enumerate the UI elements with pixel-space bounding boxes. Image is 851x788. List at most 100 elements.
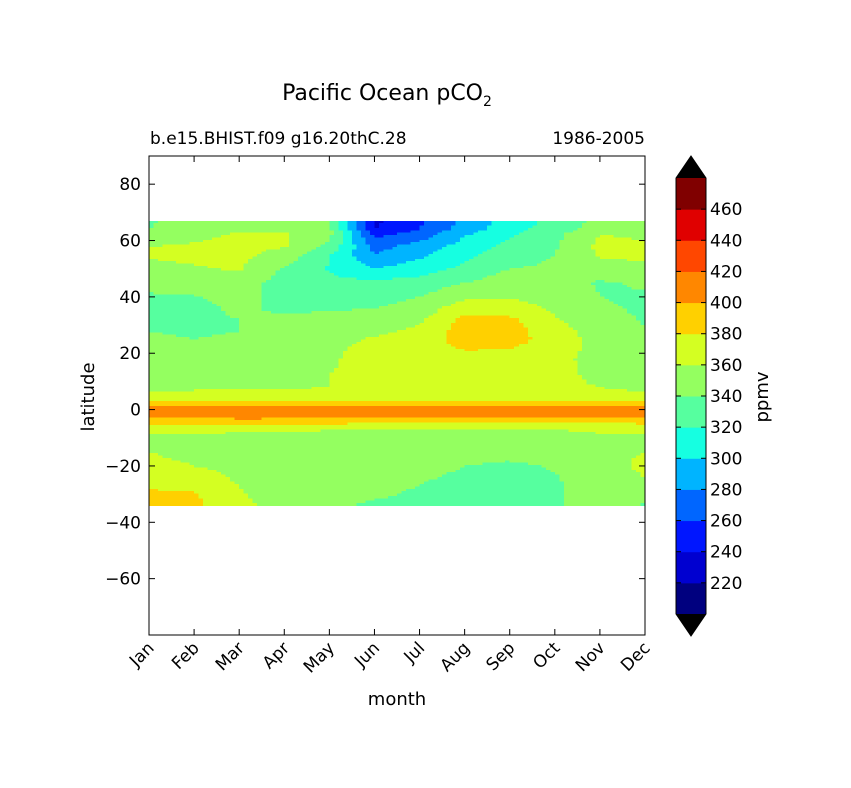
- contour-cell: [230, 322, 236, 326]
- contour-cell: [158, 410, 164, 414]
- contour-cell: [203, 346, 209, 350]
- contour-cell: [243, 268, 249, 272]
- contour-cell: [194, 282, 200, 286]
- contour-cell: [252, 348, 258, 352]
- contour-cell: [185, 484, 191, 488]
- contour-cell: [257, 315, 263, 319]
- contour-cell: [239, 329, 245, 333]
- contour-cell: [234, 358, 240, 362]
- contour-cell: [203, 377, 209, 381]
- contour-cell: [198, 367, 204, 371]
- contour-cell: [230, 448, 236, 452]
- contour-cell: [257, 460, 263, 464]
- contour-cell: [257, 239, 263, 243]
- contour-cell: [167, 220, 173, 224]
- contour-cell: [261, 244, 267, 248]
- contour-cell: [189, 429, 195, 433]
- contour-cell: [185, 227, 191, 231]
- contour-cell: [185, 254, 191, 257]
- contour-cell: [221, 310, 227, 314]
- contour-cell: [198, 448, 204, 452]
- contour-cell: [239, 296, 245, 300]
- contour-cell: [185, 422, 191, 426]
- contour-cell: [162, 329, 168, 333]
- contour-cell: [284, 327, 290, 331]
- contour-cell: [153, 265, 159, 269]
- contour-cell: [261, 296, 267, 300]
- contour-cell: [275, 370, 281, 374]
- contour-cell: [158, 377, 164, 381]
- contour-cell: [189, 498, 195, 502]
- contour-cell: [252, 258, 258, 262]
- contour-cell: [198, 261, 204, 265]
- contour-cell: [243, 422, 249, 426]
- contour-cell: [171, 351, 177, 355]
- contour-cell: [288, 334, 294, 338]
- contour-cell: [275, 280, 281, 284]
- contour-cell: [180, 453, 186, 457]
- contour-cell: [288, 235, 294, 238]
- contour-cell: [149, 398, 155, 402]
- contour-cell: [162, 254, 168, 257]
- contour-cell: [284, 393, 290, 397]
- contour-cell: [162, 301, 168, 305]
- contour-cell: [270, 265, 276, 269]
- contour-cell: [149, 299, 155, 303]
- contour-cell: [261, 488, 267, 492]
- contour-cell: [194, 353, 200, 357]
- contour-cell: [275, 427, 281, 431]
- contour-cell: [257, 446, 263, 450]
- contour-cell: [266, 398, 272, 402]
- contour-cell: [216, 358, 222, 362]
- contour-cell: [284, 249, 290, 253]
- contour-cell: [167, 382, 173, 386]
- contour-cell: [297, 237, 303, 241]
- contour-cell: [180, 246, 186, 250]
- contour-cell: [225, 393, 231, 397]
- contour-cell: [212, 301, 218, 305]
- contour-cell: [198, 386, 204, 390]
- contour-cell: [189, 455, 195, 459]
- contour-cell: [302, 503, 308, 506]
- contour-cell: [180, 467, 186, 471]
- contour-cell: [234, 318, 240, 322]
- contour-cell: [180, 232, 186, 236]
- contour-cell: [185, 275, 191, 279]
- contour-cell: [239, 427, 245, 431]
- contour-cell: [167, 476, 173, 480]
- contour-cell: [293, 472, 299, 476]
- contour-cell: [239, 424, 245, 428]
- contour-cell: [153, 412, 159, 416]
- contour-cell: [234, 346, 240, 350]
- contour-cell: [162, 479, 168, 483]
- contour-cell: [153, 313, 159, 317]
- contour-cell: [198, 382, 204, 386]
- contour-cell: [275, 498, 281, 502]
- contour-cell: [221, 287, 227, 291]
- contour-cell: [180, 443, 186, 447]
- contour-cell: [158, 346, 164, 350]
- contour-cell: [176, 360, 182, 364]
- contour-cell: [284, 261, 290, 265]
- contour-cell: [180, 372, 186, 376]
- contour-cell: [149, 498, 155, 502]
- contour-cell: [248, 491, 254, 495]
- contour-cell: [320, 503, 326, 506]
- contour-cell: [266, 367, 272, 371]
- contour-cell: [153, 249, 159, 253]
- contour-cell: [248, 353, 254, 357]
- contour-cell: [257, 472, 263, 476]
- contour-cell: [225, 223, 231, 227]
- contour-cell: [176, 318, 182, 322]
- contour-cell: [248, 282, 254, 286]
- contour-cell: [243, 227, 249, 231]
- contour-cell: [288, 282, 294, 286]
- contour-cell: [284, 287, 290, 291]
- contour-cell: [261, 479, 267, 483]
- contour-cell: [270, 420, 276, 423]
- contour-cell: [248, 393, 254, 397]
- contour-cell: [207, 277, 213, 281]
- contour-cell: [153, 230, 159, 234]
- contour-cell: [176, 462, 182, 466]
